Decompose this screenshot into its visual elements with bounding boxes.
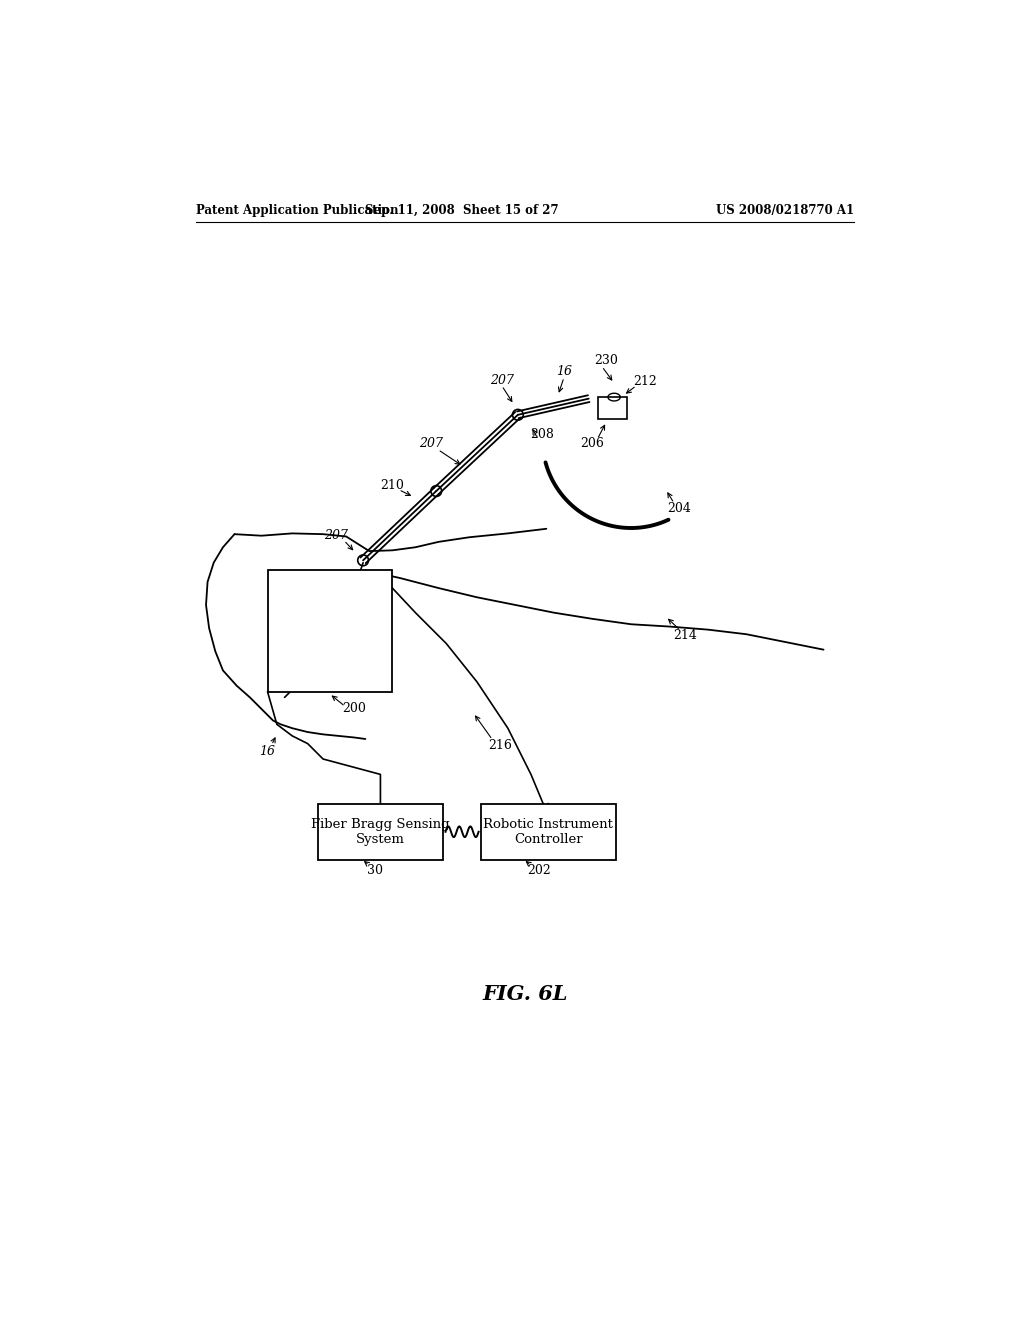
Text: 16: 16 (260, 744, 275, 758)
Bar (317, 804, 443, 859)
Text: 204: 204 (668, 502, 691, 515)
Text: 230: 230 (594, 354, 617, 367)
Text: Sep. 11, 2008  Sheet 15 of 27: Sep. 11, 2008 Sheet 15 of 27 (365, 205, 558, 218)
Text: US 2008/0218770 A1: US 2008/0218770 A1 (716, 205, 854, 218)
Bar (267, 570, 392, 692)
Bar (598, 397, 628, 418)
Bar (481, 804, 615, 859)
Text: 207: 207 (325, 529, 348, 543)
Text: 30: 30 (368, 865, 383, 878)
Text: 207: 207 (419, 437, 442, 450)
Text: Patent Application Publication: Patent Application Publication (196, 205, 398, 218)
Text: 200: 200 (342, 702, 366, 715)
Text: 206: 206 (581, 437, 604, 450)
Text: 216: 216 (488, 739, 512, 751)
Text: 208: 208 (530, 428, 554, 441)
Text: 212: 212 (633, 375, 656, 388)
Text: 16: 16 (556, 366, 572, 379)
Text: 202: 202 (526, 865, 551, 878)
Text: Fiber Bragg Sensing
System: Fiber Bragg Sensing System (311, 818, 450, 846)
Text: 210: 210 (381, 479, 404, 492)
Text: FIG. 6L: FIG. 6L (482, 983, 567, 1003)
Text: 214: 214 (673, 630, 697, 643)
Text: 207: 207 (489, 374, 514, 387)
Text: Robotic Instrument
Controller: Robotic Instrument Controller (483, 818, 613, 846)
